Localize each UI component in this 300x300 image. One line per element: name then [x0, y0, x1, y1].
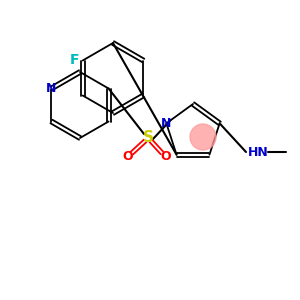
Text: F: F [70, 53, 80, 68]
Circle shape [190, 124, 216, 150]
Text: O: O [161, 151, 171, 164]
Text: HN: HN [248, 146, 268, 158]
Text: O: O [123, 151, 133, 164]
Text: N: N [161, 117, 172, 130]
Text: S: S [142, 130, 154, 145]
Text: N: N [46, 82, 57, 95]
